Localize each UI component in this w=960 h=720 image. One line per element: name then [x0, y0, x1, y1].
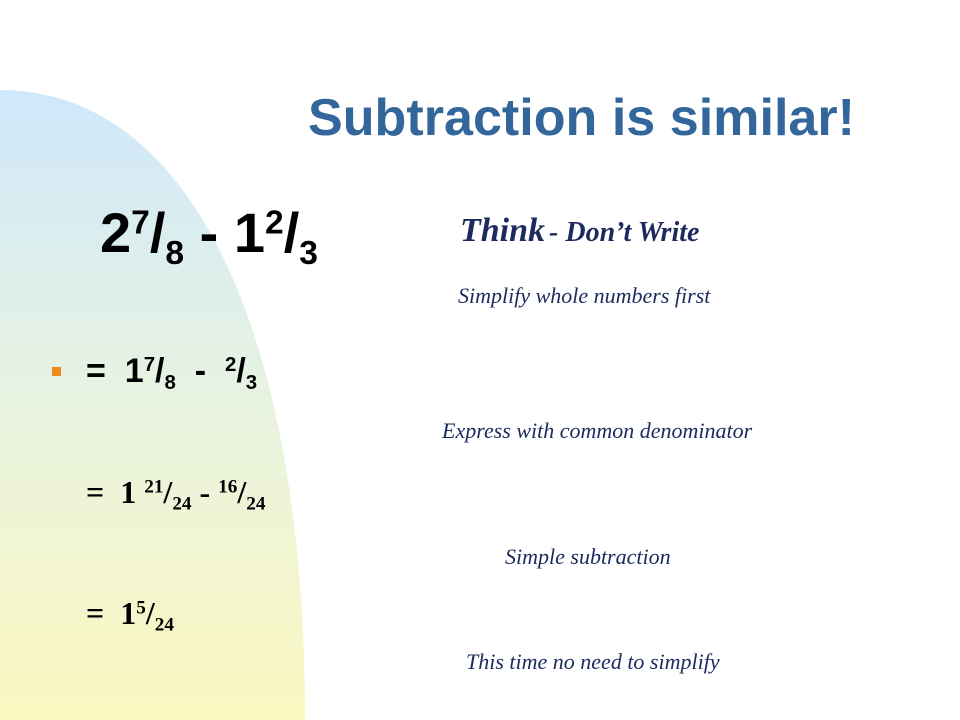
slash: /: [163, 474, 173, 510]
numerator: 7: [143, 353, 156, 376]
numerator: 7: [131, 204, 150, 242]
slash: /: [149, 201, 166, 264]
whole: 1: [120, 595, 137, 631]
equals: =: [86, 352, 106, 390]
whole: 1: [233, 201, 266, 264]
hint-rest: - Don’t Write: [549, 217, 700, 248]
hint: Think - Don’t Write: [460, 212, 699, 250]
note: This time no need to simplify: [466, 649, 720, 674]
step: = 17/8 - 2/3: [86, 352, 257, 395]
numerator: 5: [136, 597, 146, 619]
numerator: 16: [218, 476, 238, 498]
whole: 1: [124, 352, 144, 390]
slash: /: [283, 201, 300, 264]
denominator: 24: [172, 493, 192, 515]
step: = 1 21/24 - 16/24: [86, 474, 265, 516]
equals: =: [86, 474, 105, 510]
title: Subtraction is similar!: [308, 89, 855, 147]
decor-shape: [0, 90, 305, 720]
equals: =: [86, 595, 105, 631]
problem: 27/8 - 12/3: [100, 200, 318, 273]
operator: -: [199, 474, 211, 510]
numerator: 21: [144, 476, 164, 498]
numerator: 2: [224, 353, 237, 376]
bullet: [52, 367, 61, 376]
note: Simple subtraction: [505, 544, 671, 569]
numerator: 2: [265, 204, 284, 242]
slash: /: [237, 474, 247, 510]
hint-lead: Think: [460, 212, 546, 249]
denominator: 3: [245, 372, 258, 395]
slash: /: [145, 595, 155, 631]
note: Express with common denominator: [442, 418, 753, 443]
whole: 2: [100, 201, 132, 264]
denominator: 8: [165, 234, 185, 272]
denominator: 24: [154, 614, 174, 636]
denominator: 24: [246, 493, 266, 515]
whole: 1: [120, 474, 137, 510]
denominator: 3: [299, 234, 318, 272]
note: Simplify whole numbers first: [458, 283, 711, 308]
operator: -: [199, 201, 219, 264]
slash: /: [236, 352, 246, 390]
denominator: 8: [164, 372, 176, 395]
step: = 15/24: [86, 595, 174, 637]
operator: -: [194, 352, 207, 390]
slash: /: [155, 352, 165, 390]
